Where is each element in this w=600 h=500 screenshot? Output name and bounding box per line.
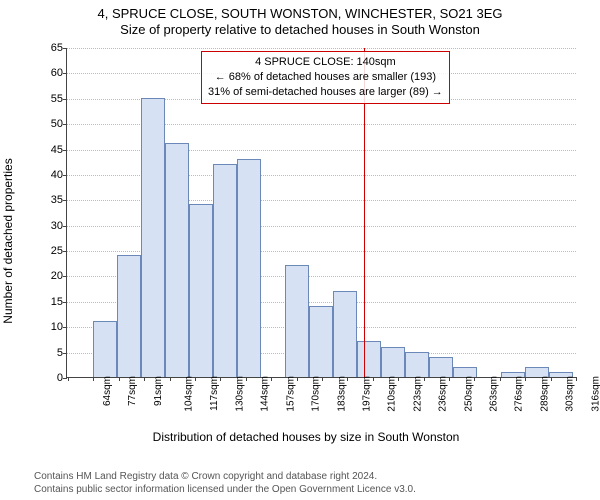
x-tick-mark — [347, 377, 348, 381]
histogram-bar — [165, 143, 189, 377]
x-tick-label: 91sqm — [153, 376, 164, 406]
x-tick-mark — [220, 377, 221, 381]
y-tick-mark — [63, 226, 67, 227]
x-tick-mark — [68, 377, 69, 381]
y-tick-mark — [63, 200, 67, 201]
annotation-line2: ← 68% of detached houses are smaller (19… — [208, 70, 443, 85]
y-tick-label: 25 — [39, 245, 63, 257]
x-tick-mark — [398, 377, 399, 381]
histogram-bar — [117, 255, 141, 377]
x-tick-label: 130sqm — [235, 376, 246, 412]
y-axis-label: Number of detached properties — [1, 158, 15, 323]
x-tick-mark — [322, 377, 323, 381]
x-tick-mark — [474, 377, 475, 381]
x-tick-label: 64sqm — [102, 376, 113, 406]
x-tick-mark — [170, 377, 171, 381]
histogram-bar — [213, 164, 237, 377]
x-tick-label: 263sqm — [489, 376, 500, 412]
x-tick-label: 303sqm — [565, 376, 576, 412]
y-tick-mark — [63, 302, 67, 303]
x-tick-mark — [500, 377, 501, 381]
chart-title-sub: Size of property relative to detached ho… — [0, 21, 600, 37]
histogram-bar — [189, 204, 213, 377]
annotation-box: 4 SPRUCE CLOSE: 140sqm ← 68% of detached… — [201, 51, 450, 104]
y-tick-mark — [63, 251, 67, 252]
x-tick-mark — [144, 377, 145, 381]
chart-title-main: 4, SPRUCE CLOSE, SOUTH WONSTON, WINCHEST… — [0, 0, 600, 21]
histogram-bar — [141, 98, 165, 377]
x-tick-label: 157sqm — [285, 376, 296, 412]
x-tick-mark — [525, 377, 526, 381]
x-tick-mark — [551, 377, 552, 381]
x-tick-label: 77sqm — [127, 376, 138, 406]
y-tick-mark — [63, 73, 67, 74]
x-tick-label: 316sqm — [590, 376, 600, 412]
x-tick-mark — [424, 377, 425, 381]
x-tick-label: 144sqm — [260, 376, 271, 412]
chart-area: Number of detached properties 0510152025… — [30, 44, 582, 438]
histogram-bar — [429, 357, 453, 377]
x-tick-label: 183sqm — [336, 376, 347, 412]
y-tick-mark — [63, 276, 67, 277]
x-tick-mark — [195, 377, 196, 381]
x-tick-label: 236sqm — [438, 376, 449, 412]
x-tick-label: 250sqm — [463, 376, 474, 412]
footer-line1: Contains HM Land Registry data © Crown c… — [34, 470, 416, 483]
y-tick-label: 20 — [39, 270, 63, 282]
y-tick-mark — [63, 48, 67, 49]
y-tick-mark — [63, 175, 67, 176]
x-tick-mark — [449, 377, 450, 381]
y-tick-mark — [63, 124, 67, 125]
x-tick-mark — [271, 377, 272, 381]
y-tick-label: 60 — [39, 67, 63, 79]
x-tick-mark — [246, 377, 247, 381]
x-tick-mark — [119, 377, 120, 381]
y-tick-mark — [63, 99, 67, 100]
x-axis-label: Distribution of detached houses by size … — [30, 430, 582, 444]
histogram-bar — [309, 306, 333, 377]
annotation-line3: 31% of semi-detached houses are larger (… — [208, 85, 443, 100]
histogram-bar — [405, 352, 429, 377]
histogram-bar — [333, 291, 357, 377]
histogram-bar — [237, 159, 261, 377]
plot-region: 0510152025303540455055606564sqm77sqm91sq… — [66, 48, 576, 378]
annotation-line1: 4 SPRUCE CLOSE: 140sqm — [208, 55, 443, 70]
gridline — [67, 48, 576, 49]
x-tick-label: 104sqm — [184, 376, 195, 412]
histogram-bar — [381, 347, 405, 377]
x-tick-mark — [373, 377, 374, 381]
histogram-bar — [357, 341, 381, 377]
x-tick-mark — [297, 377, 298, 381]
y-tick-label: 15 — [39, 296, 63, 308]
y-tick-label: 55 — [39, 93, 63, 105]
y-tick-mark — [63, 353, 67, 354]
y-tick-mark — [63, 327, 67, 328]
y-tick-label: 10 — [39, 321, 63, 333]
footer-attribution: Contains HM Land Registry data © Crown c… — [34, 470, 416, 496]
x-tick-label: 210sqm — [387, 376, 398, 412]
x-tick-label: 170sqm — [311, 376, 322, 412]
y-tick-label: 0 — [39, 372, 63, 384]
y-tick-mark — [63, 378, 67, 379]
y-tick-label: 45 — [39, 144, 63, 156]
x-tick-mark — [576, 377, 577, 381]
footer-line2: Contains public sector information licen… — [34, 483, 416, 496]
y-tick-label: 5 — [39, 347, 63, 359]
y-tick-mark — [63, 150, 67, 151]
y-tick-label: 30 — [39, 220, 63, 232]
y-tick-label: 65 — [39, 42, 63, 54]
histogram-bar — [93, 321, 117, 377]
x-tick-label: 223sqm — [412, 376, 423, 412]
y-tick-label: 35 — [39, 194, 63, 206]
y-tick-label: 40 — [39, 169, 63, 181]
y-tick-label: 50 — [39, 118, 63, 130]
x-tick-label: 276sqm — [514, 376, 525, 412]
x-tick-label: 117sqm — [208, 376, 219, 411]
x-tick-label: 289sqm — [539, 376, 550, 412]
histogram-bar — [285, 265, 309, 377]
x-tick-label: 197sqm — [362, 376, 373, 412]
x-tick-mark — [93, 377, 94, 381]
